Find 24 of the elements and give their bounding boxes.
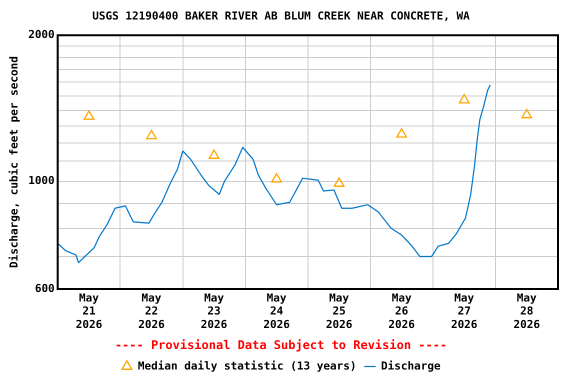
point <box>84 110 94 120</box>
x-tick-label: May 23 2026 <box>200 291 228 331</box>
legend-label: Discharge <box>380 359 441 372</box>
point <box>396 128 408 138</box>
y-axis-title: Discharge, cubic feet per second <box>7 56 20 268</box>
y-tick-label: 2000 <box>28 28 55 42</box>
x-tick-label: May 21 2026 <box>76 291 103 331</box>
point <box>458 94 470 104</box>
x-tick-label: May 25 2026 <box>326 291 353 331</box>
point <box>271 173 282 183</box>
text: ---- Provisional Data Subject to Revision ---- <box>114 338 448 352</box>
legend-label: Median daily statistic (13 years) <box>138 359 356 372</box>
point <box>146 130 157 140</box>
y-tick-label: 1000 <box>28 174 55 188</box>
chart-title: USGS 12190400 BAKER RIVER AB BLUM CREEK NEAR CONCRETE, WA <box>92 9 470 22</box>
y-tick-label: 600 <box>34 282 55 295</box>
x-tick-label: May 24 2026 <box>263 291 290 331</box>
x-tick-label: May 22 2026 <box>138 291 166 331</box>
point <box>208 149 220 159</box>
x-tick-label: May 28 2026 <box>513 291 540 331</box>
x-tick-label: May 26 2026 <box>388 291 416 331</box>
x-tick-label: May 27 2026 <box>450 291 478 331</box>
point <box>521 108 532 118</box>
point <box>334 177 345 187</box>
